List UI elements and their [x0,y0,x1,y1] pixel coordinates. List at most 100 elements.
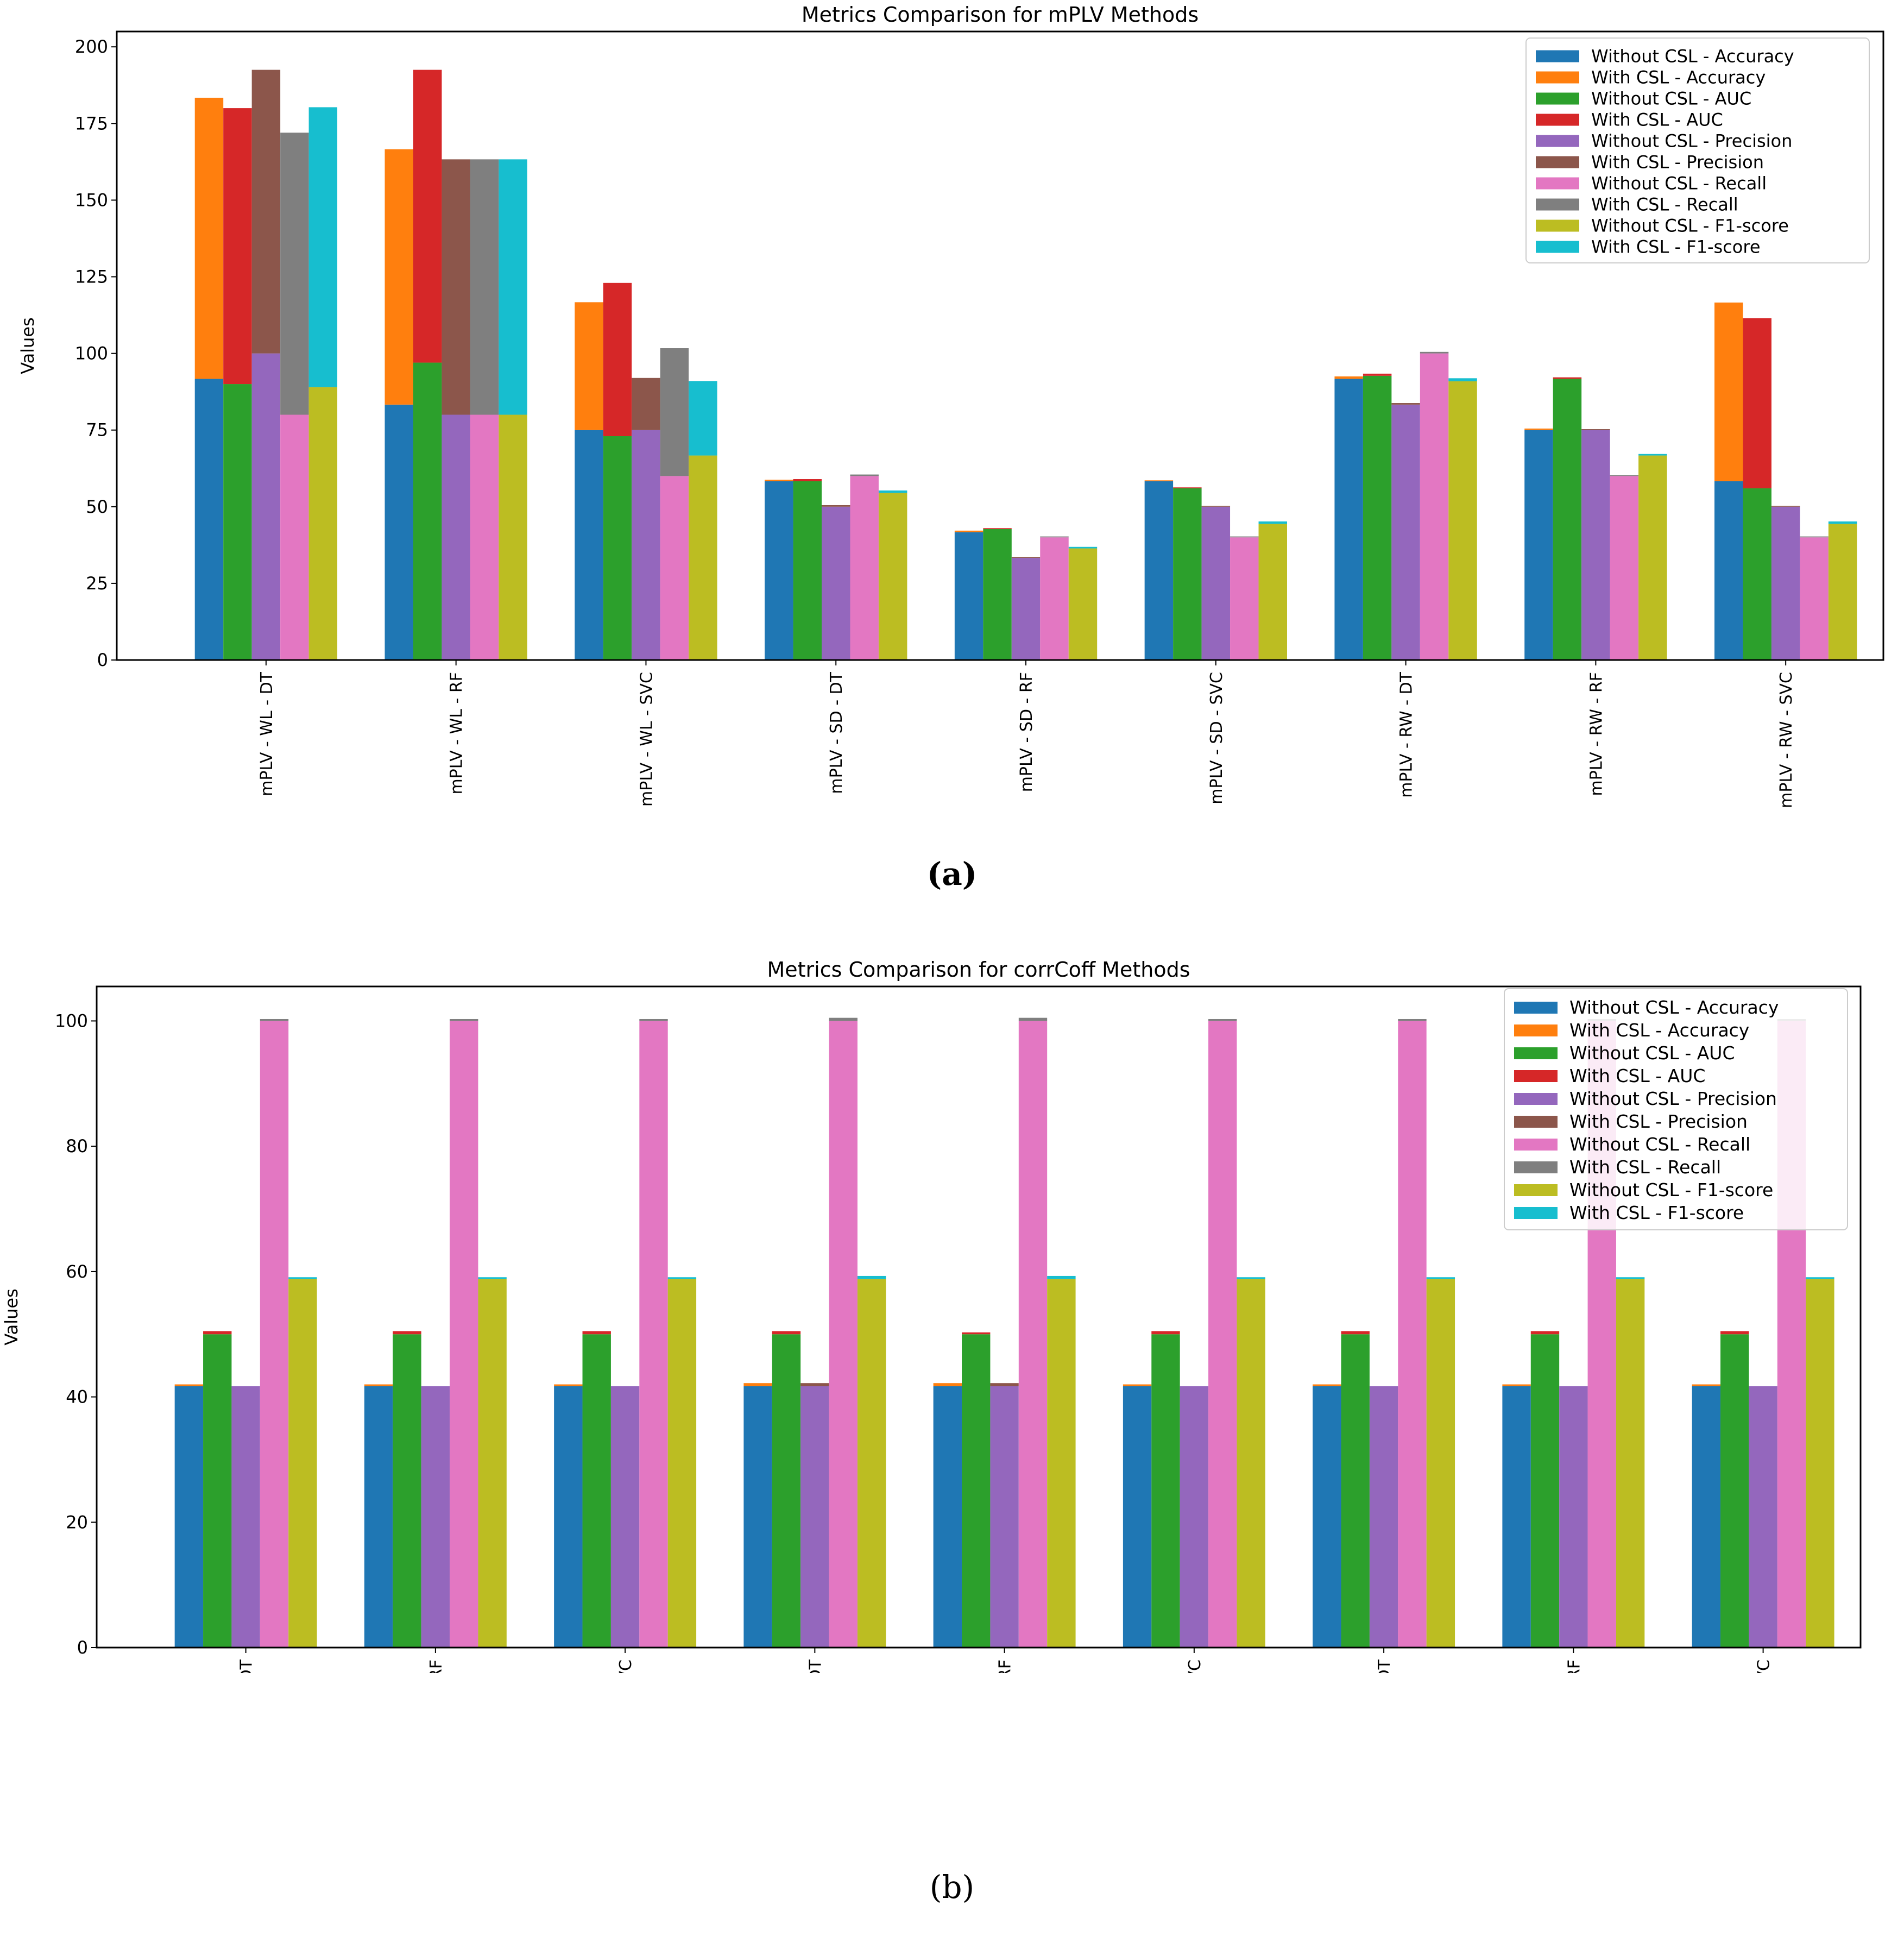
bar-with-csl-precision [632,378,660,430]
bar-without-csl-auc [1720,1334,1749,1648]
bar-with-csl-recall [280,133,309,415]
legend-swatch [1514,1207,1558,1219]
bar-without-csl-f1-score [689,455,717,660]
legend-swatch [1536,92,1579,105]
x-tick-label: mPLV - WL - DT [257,671,276,796]
bar-with-csl-auc [793,479,822,481]
y-tick-label: 0 [77,1637,88,1658]
legend-label: Without CSL - F1-score [1569,1179,1773,1200]
bar-without-csl-auc [393,1334,421,1648]
legend-swatch [1514,1002,1558,1014]
bar-with-csl-f1-score [499,159,527,415]
bar-without-csl-recall [639,1021,668,1648]
legend-swatch [1536,114,1579,126]
legend-label: With CSL - Accuracy [1569,1020,1749,1041]
legend-swatch [1536,198,1579,211]
legend-label: Without CSL - AUC [1591,89,1751,109]
bar-with-csl-auc [962,1332,991,1335]
x-tick-label: corrCoff - SD - SVC [1186,1660,1205,1673]
bar-with-csl-recall [1208,1019,1237,1021]
bar-with-csl-recall [829,1017,858,1021]
bar-without-csl-precision [1011,558,1041,660]
legend-label: Without CSL - Accuracy [1569,997,1779,1018]
bar-with-csl-auc [603,282,632,436]
bar-without-csl-accuracy [1692,1386,1721,1648]
chart-panel-b: Metrics Comparison for corrCoff Methods V… [0,951,1904,1673]
legend-swatch [1536,241,1579,253]
bar-without-csl-precision [1369,1386,1398,1648]
bar-with-csl-recall [1230,536,1259,538]
bar-without-csl-accuracy [765,481,793,660]
legend-swatch [1514,1070,1558,1082]
y-tick-label: 60 [66,1261,88,1282]
bar-without-csl-recall [829,1021,858,1648]
bar-without-csl-f1-score [1616,1279,1645,1648]
legend-label: Without CSL - Precision [1591,131,1792,152]
bar-with-csl-auc [203,1331,232,1335]
bar-without-csl-f1-score [1638,455,1667,660]
bar-without-csl-precision [421,1386,450,1648]
bar-without-csl-auc [1553,379,1582,660]
bar-without-csl-accuracy [194,379,224,660]
legend-label: Without CSL - Recall [1569,1134,1750,1155]
bar-without-csl-recall [470,414,499,660]
legend-label: Without CSL - Precision [1569,1088,1777,1109]
bar-without-csl-recall [660,476,689,660]
bar-without-csl-auc [1151,1334,1180,1648]
legend-swatch [1514,1047,1558,1059]
bar-without-csl-recall [280,414,309,660]
legend-label: With CSL - F1-score [1591,237,1761,257]
bar-with-csl-recall [850,474,879,476]
legend-label: Without CSL - Accuracy [1591,46,1794,67]
bar-without-csl-f1-score [1258,524,1287,660]
bar-with-csl-auc [1743,318,1771,488]
y-tick-label: 20 [66,1512,88,1532]
bar-without-csl-f1-score [1426,1279,1455,1648]
bar-with-csl-f1-score [857,1275,886,1279]
bar-with-csl-f1-score [1237,1277,1265,1279]
bar-with-csl-auc [1530,1331,1560,1335]
bar-without-csl-recall [1610,476,1639,660]
legend-swatch [1536,156,1579,168]
bar-without-csl-f1-score [878,493,907,660]
bar-without-csl-accuracy [1313,1386,1341,1648]
x-tick-label: corrCoff - RW - DT [1375,1659,1394,1673]
bar-with-csl-f1-score [308,107,338,387]
bar-with-csl-recall [1398,1019,1427,1021]
bar-without-csl-f1-score [1828,524,1857,660]
bar-without-csl-accuracy [554,1386,583,1648]
bar-with-csl-accuracy [765,480,793,481]
y-tick-label: 50 [86,496,108,517]
plot-frame [116,30,1884,661]
bar-without-csl-accuracy [933,1386,962,1648]
bar-without-csl-f1-score [478,1279,507,1648]
bar-with-csl-accuracy [174,1384,204,1386]
legend-label: Without CSL - Recall [1591,173,1767,194]
bar-without-csl-f1-score [308,387,338,660]
bar-with-csl-auc [223,108,252,385]
bar-with-csl-auc [772,1331,801,1335]
x-tick-label: mPLV - RW - DT [1397,671,1416,797]
bar-with-csl-accuracy [1334,376,1363,379]
bar-without-csl-f1-score [1047,1279,1076,1648]
bar-without-csl-recall [260,1021,289,1648]
legend-label: With CSL - F1-score [1569,1202,1744,1223]
bar-with-csl-precision [822,505,850,507]
bar-without-csl-accuracy [743,1386,772,1648]
bar-without-csl-precision [990,1386,1019,1648]
legend-swatch [1536,219,1579,232]
x-tick-label: mPLV - SD - DT [827,671,846,794]
bar-with-csl-auc [1720,1331,1749,1335]
bar-with-csl-precision [1771,506,1800,507]
bar-with-csl-precision [990,1383,1019,1386]
caption-b: (b) [929,1869,975,1906]
legend-swatch [1536,71,1579,84]
bar-without-csl-auc [223,384,252,660]
bar-with-csl-accuracy [364,1384,393,1386]
bar-with-csl-recall [470,159,499,415]
bar-with-csl-recall [1610,475,1639,476]
bar-without-csl-accuracy [1714,481,1743,660]
bar-with-csl-accuracy [1714,302,1743,481]
bar-with-csl-accuracy [384,149,413,405]
bar-without-csl-f1-score [667,1279,697,1648]
